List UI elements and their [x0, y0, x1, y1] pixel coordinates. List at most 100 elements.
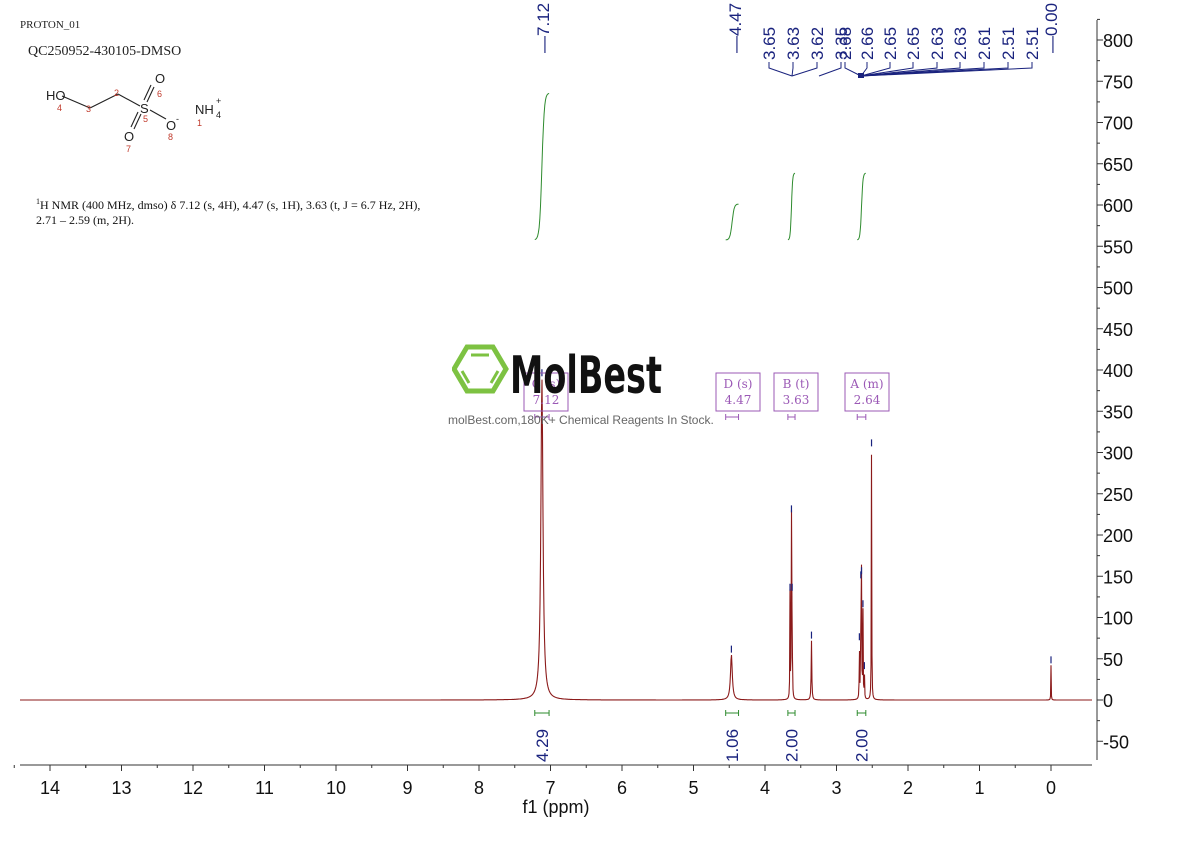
integral-curve	[857, 172, 866, 241]
peak-label: 2.63	[951, 27, 970, 60]
y-tick-label: 800	[1103, 31, 1133, 51]
integral-curves	[534, 92, 866, 241]
molbest-logo: MolBest	[452, 344, 662, 399]
x-tick-label: 13	[111, 778, 131, 798]
y-tick-label: 650	[1103, 155, 1133, 175]
peak-connector	[844, 62, 862, 77]
multiplet-box-C: C (s) 7.12	[523, 372, 569, 420]
multiplet-box-B: B (t) 3.63	[773, 372, 819, 420]
peak-connector	[791, 62, 818, 77]
y-tick-label: 250	[1103, 485, 1133, 505]
svg-text:2: 2	[114, 88, 119, 98]
x-tick-label: 7	[545, 778, 555, 798]
x-tick-label: 0	[1046, 778, 1056, 798]
peak-labels: —7.12 —4.47 3.65 3.63 3.62 3.352.68 2.66 2.65 2.…	[534, 3, 1061, 78]
svg-text:A (m): A (m)	[849, 377, 883, 391]
y-tick-label: 500	[1103, 279, 1133, 299]
multiplet-box-D: D (s) 4.47	[715, 372, 761, 420]
multiplet-boxes: C (s) 7.12 D (s) 4.47 B (t) 3.63 A (m) 2.64	[523, 372, 890, 420]
peak-label: 2.61	[975, 27, 994, 60]
y-tick-label: 150	[1103, 567, 1133, 587]
y-tick-label: 200	[1103, 526, 1133, 546]
integral-curve	[787, 172, 796, 241]
sample-id: QC250952-430105-DMSO	[28, 44, 182, 59]
x-tick-label: 10	[326, 778, 346, 798]
atom-o7: O	[124, 129, 134, 144]
y-tick-label: 50	[1103, 650, 1123, 670]
x-tick-label: 8	[474, 778, 484, 798]
peak-label: 2.51	[1023, 27, 1042, 60]
peak-connector	[860, 62, 938, 77]
svg-text:-: -	[176, 114, 179, 124]
svg-text:3.63: 3.63	[783, 393, 810, 407]
experiment-title: PROTON_01	[20, 19, 81, 31]
integral-label: 2.00	[782, 710, 801, 762]
peak-label: —4.47	[726, 3, 745, 53]
benzene-logo-icon	[452, 344, 509, 394]
peak-label: 3.63	[784, 27, 803, 60]
peak-connector	[818, 62, 842, 77]
svg-text:6: 6	[157, 89, 162, 99]
x-tick-label: 3	[831, 778, 841, 798]
y-tick-label: 300	[1103, 444, 1133, 464]
spectrum-trace	[20, 379, 1092, 701]
peak-label: —0.00	[1042, 3, 1061, 53]
svg-text:8: 8	[168, 132, 173, 142]
peak-label: 2.51	[999, 27, 1018, 60]
watermark-tagline: molBest.com,180K+ Chemical Reagents In S…	[448, 413, 714, 427]
peak-label: 2.68	[836, 27, 855, 60]
chemical-structure: HO S O O O - NH 4 + 4 3 2 5 6 7 8 1	[46, 71, 221, 154]
x-tick-label: 9	[402, 778, 412, 798]
svg-text:4.29: 4.29	[533, 729, 552, 762]
x-axis-title: f1 (ppm)	[522, 797, 589, 817]
svg-text:2.64: 2.64	[854, 393, 881, 407]
multiplet-box-A: A (m) 2.64	[844, 372, 890, 420]
axes: 14 13 12 11 10 9 8 7 6 5 4 3 2 1 0f1 (ppm)800750700650…	[13, 18, 1133, 817]
x-tick-label: 2	[903, 778, 913, 798]
svg-text:2.00: 2.00	[853, 729, 872, 762]
peak-label: 2.65	[904, 27, 923, 60]
atom-o8: O	[166, 118, 176, 133]
peak-label: 2.65	[881, 27, 900, 60]
y-tick-label: 600	[1103, 196, 1133, 216]
atom-ho: HO	[46, 88, 66, 103]
x-tick-label: 14	[40, 778, 60, 798]
x-tick-label: 1	[974, 778, 984, 798]
svg-text:4: 4	[216, 110, 221, 120]
svg-text:4.47: 4.47	[725, 393, 752, 407]
x-tick-label: 5	[688, 778, 698, 798]
atom-o6: O	[155, 71, 165, 86]
atom-s: S	[140, 101, 149, 116]
integral-curve	[725, 203, 739, 241]
x-tick-label: 12	[183, 778, 203, 798]
atom-nh4: NH	[195, 102, 214, 117]
peak-connector	[860, 62, 891, 77]
x-tick-label: 11	[255, 778, 274, 798]
peak-label: 3.62	[808, 27, 827, 60]
svg-text:7: 7	[126, 144, 131, 154]
y-tick-label: 0	[1103, 691, 1113, 711]
integral-label: 1.06	[723, 710, 742, 762]
y-tick-label: 100	[1103, 609, 1133, 629]
peak-connector	[860, 62, 914, 77]
svg-text:4: 4	[57, 103, 62, 113]
y-tick-label: 400	[1103, 361, 1133, 381]
peak-label: 3.65	[760, 27, 779, 60]
svg-text:1: 1	[197, 118, 202, 128]
integral-label: 4.29	[533, 710, 552, 762]
x-tick-label: 4	[760, 778, 770, 798]
y-tick-label: 350	[1103, 402, 1133, 422]
svg-text:B (t): B (t)	[783, 377, 810, 391]
peak-connector	[768, 62, 793, 77]
y-tick-label: 550	[1103, 237, 1133, 257]
y-tick-label: -50	[1103, 732, 1129, 752]
peak-label: 2.66	[858, 27, 877, 60]
nmr-description: 1H NMR (400 MHz, dmso) δ 7.12 (s, 4H), 4…	[36, 197, 421, 227]
peak-connector	[860, 62, 961, 77]
svg-text:+: +	[216, 96, 221, 106]
svg-text:D (s): D (s)	[724, 377, 753, 391]
spectrum-layer	[20, 369, 1092, 701]
integral-labels: 4.29 1.06 2.00 2.00	[533, 710, 872, 762]
y-tick-label: 450	[1103, 320, 1133, 340]
